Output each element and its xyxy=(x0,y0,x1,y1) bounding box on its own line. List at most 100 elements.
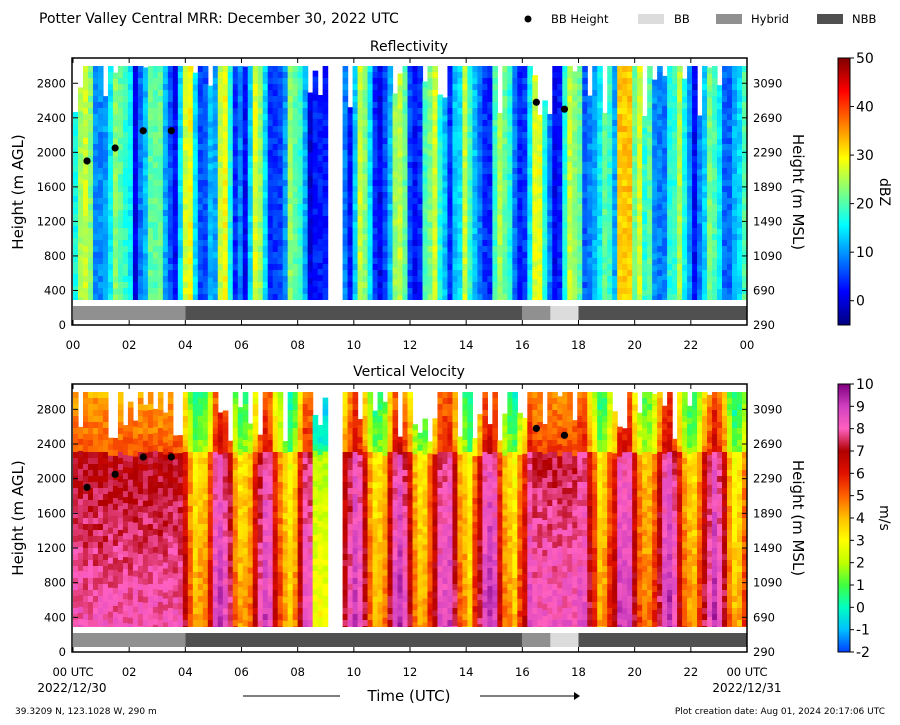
heatmap-cell xyxy=(712,198,718,205)
heatmap-cell xyxy=(302,66,309,73)
heatmap-cell xyxy=(322,246,329,253)
heatmap-cell xyxy=(632,90,638,97)
heatmap-cell xyxy=(602,208,608,216)
heatmap-cell xyxy=(597,144,603,151)
heatmap-cell xyxy=(152,258,159,265)
heatmap-cell xyxy=(717,247,723,254)
heatmap-cell xyxy=(287,204,294,211)
heatmap-cell xyxy=(297,288,304,295)
heatmap-cell xyxy=(677,96,683,103)
heatmap-cell xyxy=(487,174,493,181)
heatmap-cell xyxy=(157,156,164,163)
heatmap-cell xyxy=(142,229,149,236)
heatmap-cell xyxy=(427,120,434,127)
heatmap-cell xyxy=(522,246,528,253)
heatmap-cell xyxy=(577,228,583,235)
heatmap-cell xyxy=(362,108,369,115)
heatmap-cell xyxy=(312,184,319,192)
heatmap-cell xyxy=(417,186,424,193)
heatmap-cell xyxy=(197,240,204,247)
heatmap-cell xyxy=(482,84,488,91)
heatmap-cell xyxy=(507,150,513,157)
heatmap-cell xyxy=(157,174,164,181)
heatmap-cell xyxy=(657,126,663,133)
heatmap-cell xyxy=(412,90,419,97)
heatmap-cell xyxy=(377,210,384,217)
heatmap-cell xyxy=(172,216,179,223)
heatmap-cell xyxy=(367,174,374,181)
heatmap-cell xyxy=(702,258,708,265)
heatmap-cell xyxy=(242,240,249,247)
heatmap-cell xyxy=(237,174,244,181)
heatmap-cell xyxy=(717,253,723,260)
heatmap-cell xyxy=(667,72,673,79)
heatmap-cell xyxy=(117,198,124,205)
heatmap-cell xyxy=(107,204,114,211)
heatmap-cell xyxy=(227,180,234,187)
heatmap-cell xyxy=(82,138,89,145)
heatmap-cell xyxy=(597,90,603,97)
heatmap-cell xyxy=(347,161,354,168)
heatmap-cell xyxy=(712,174,718,181)
heatmap-cell xyxy=(292,168,299,175)
heatmap-cell xyxy=(402,198,409,205)
heatmap-cell xyxy=(362,72,369,79)
heatmap-cell xyxy=(87,246,94,253)
heatmap-cell xyxy=(567,150,573,157)
heatmap-cell xyxy=(397,181,404,188)
heatmap-cell xyxy=(462,96,469,103)
heatmap-cell xyxy=(627,102,633,109)
heatmap-cell xyxy=(312,166,319,174)
heatmap-cell xyxy=(252,276,259,283)
heatmap-cell xyxy=(427,144,434,151)
heatmap-cell xyxy=(217,126,224,133)
heatmap-cell xyxy=(437,94,444,102)
heatmap-cell xyxy=(242,234,249,241)
heatmap-cell xyxy=(382,162,389,169)
heatmap-cell xyxy=(227,72,234,79)
heatmap-cell xyxy=(577,198,583,205)
heatmap-cell xyxy=(202,264,209,271)
heatmap-cell xyxy=(412,120,419,127)
heatmap-cell xyxy=(492,210,498,217)
heatmap-cell xyxy=(687,72,693,79)
heatmap-cell xyxy=(622,198,628,205)
heatmap-cell xyxy=(147,288,154,295)
heatmap-cell xyxy=(472,252,478,259)
heatmap-cell xyxy=(682,78,688,86)
heatmap-cell xyxy=(272,192,279,199)
heatmap-cell xyxy=(92,192,99,199)
heatmap-cell xyxy=(577,264,583,271)
heatmap-cell xyxy=(697,205,703,212)
heatmap-cell xyxy=(632,276,638,283)
heatmap-cell xyxy=(152,90,159,97)
heatmap-cell xyxy=(172,162,179,169)
heatmap-cell xyxy=(237,114,244,121)
heatmap-cell xyxy=(542,196,548,203)
heatmap-cell xyxy=(507,234,513,241)
heatmap-cell xyxy=(352,168,359,175)
heatmap-cell xyxy=(412,240,419,247)
heatmap-cell xyxy=(227,222,234,229)
heatmap-cell xyxy=(232,138,239,145)
heatmap-cell xyxy=(92,222,99,229)
heatmap-cell xyxy=(597,228,603,235)
heatmap-cell xyxy=(222,186,229,193)
heatmap-cell xyxy=(282,210,289,217)
heatmap-cell xyxy=(707,121,713,128)
heatmap-cell xyxy=(122,288,129,295)
heatmap-cell xyxy=(207,259,214,267)
heatmap-cell xyxy=(267,120,274,127)
heatmap-cell xyxy=(357,282,364,289)
heatmap-cell xyxy=(77,93,84,100)
heatmap-cell xyxy=(352,120,359,127)
heatmap-cell xyxy=(137,132,144,139)
heatmap-cell xyxy=(197,144,204,151)
heatmap-cell xyxy=(572,203,578,210)
heatmap-cell xyxy=(707,211,713,218)
heatmap-cell xyxy=(572,101,578,108)
heatmap-cell xyxy=(347,221,354,228)
heatmap-cell xyxy=(197,192,204,199)
heatmap-cell xyxy=(647,66,653,73)
heatmap-cell xyxy=(657,264,663,271)
